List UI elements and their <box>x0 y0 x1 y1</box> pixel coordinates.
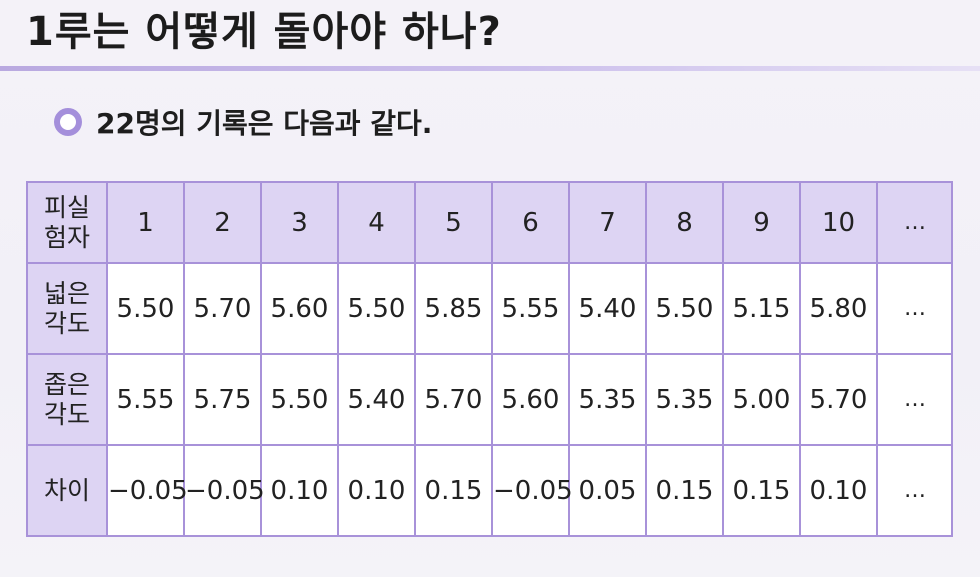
value-cell: 5.70 <box>183 262 262 355</box>
value-cell: 5.75 <box>183 353 262 446</box>
value-cell: … <box>876 353 953 446</box>
bullet-circle-icon <box>54 108 82 136</box>
value-cell: 5.40 <box>568 262 647 355</box>
header-cell: 9 <box>722 181 801 264</box>
table-row: 좁은 각도 5.55 5.75 5.50 5.40 5.70 5.60 5.35… <box>26 353 953 446</box>
subtitle-row: 22명의 기록은 다음과 같다. <box>54 100 432 144</box>
records-table: 피실 험자 1 2 3 4 5 6 7 8 9 10 … 넓은 각도 5.50 … <box>26 181 953 537</box>
value-cell: 0.05 <box>568 444 647 537</box>
value-cell: 5.50 <box>106 262 185 355</box>
value-cell: −0.05 <box>183 444 265 537</box>
value-cell: 5.50 <box>260 353 339 446</box>
value-cell: 5.80 <box>799 262 878 355</box>
value-cell: 5.15 <box>722 262 801 355</box>
row-label-line: 각도 <box>43 399 90 429</box>
header-label-cell: 피실 험자 <box>26 181 108 264</box>
value-cell: 5.50 <box>337 262 416 355</box>
header-cell: 4 <box>337 181 416 264</box>
row-label-cell: 넓은 각도 <box>26 262 108 355</box>
value-cell: … <box>876 262 953 355</box>
value-cell: 5.60 <box>260 262 339 355</box>
value-cell: −0.05 <box>106 444 188 537</box>
header-cell: 10 <box>799 181 878 264</box>
header-cell: 5 <box>414 181 493 264</box>
value-cell: 0.10 <box>260 444 339 537</box>
header-cell: 1 <box>106 181 185 264</box>
title-divider <box>0 66 980 71</box>
header-row: 피실 험자 1 2 3 4 5 6 7 8 9 10 … <box>26 181 953 264</box>
header-label-line: 험자 <box>43 222 90 252</box>
value-cell: 5.70 <box>799 353 878 446</box>
value-cell: 0.15 <box>722 444 801 537</box>
value-cell: 5.85 <box>414 262 493 355</box>
value-cell: −0.05 <box>491 444 573 537</box>
value-cell: 5.70 <box>414 353 493 446</box>
table-row: 넓은 각도 5.50 5.70 5.60 5.50 5.85 5.55 5.40… <box>26 262 953 355</box>
value-cell: 0.15 <box>414 444 493 537</box>
page-title: 1루는 어떻게 돌아야 하나? <box>26 9 502 55</box>
table-row: 차이 −0.05 −0.05 0.10 0.10 0.15 −0.05 0.05… <box>26 444 953 537</box>
header-cell: 7 <box>568 181 647 264</box>
row-label-line: 각도 <box>43 308 90 338</box>
value-cell: 5.50 <box>645 262 724 355</box>
value-cell: 5.35 <box>645 353 724 446</box>
header-cell: 6 <box>491 181 570 264</box>
header-cell: … <box>876 181 953 264</box>
header-label-line: 피실 <box>43 192 90 222</box>
subtitle: 22명의 기록은 다음과 같다. <box>96 107 433 140</box>
value-cell: 0.15 <box>645 444 724 537</box>
value-cell: 5.55 <box>106 353 185 446</box>
row-label-cell: 좁은 각도 <box>26 353 108 446</box>
value-cell: 5.40 <box>337 353 416 446</box>
row-label-line: 넓은 <box>43 278 90 308</box>
value-cell: 5.60 <box>491 353 570 446</box>
value-cell: 0.10 <box>799 444 878 537</box>
header-cell: 2 <box>183 181 262 264</box>
value-cell: 5.00 <box>722 353 801 446</box>
header-cell: 3 <box>260 181 339 264</box>
value-cell: … <box>876 444 953 537</box>
row-label-line: 좁은 <box>43 369 90 399</box>
value-cell: 5.35 <box>568 353 647 446</box>
header-cell: 8 <box>645 181 724 264</box>
value-cell: 0.10 <box>337 444 416 537</box>
value-cell: 5.55 <box>491 262 570 355</box>
row-label-cell: 차이 <box>26 444 108 537</box>
